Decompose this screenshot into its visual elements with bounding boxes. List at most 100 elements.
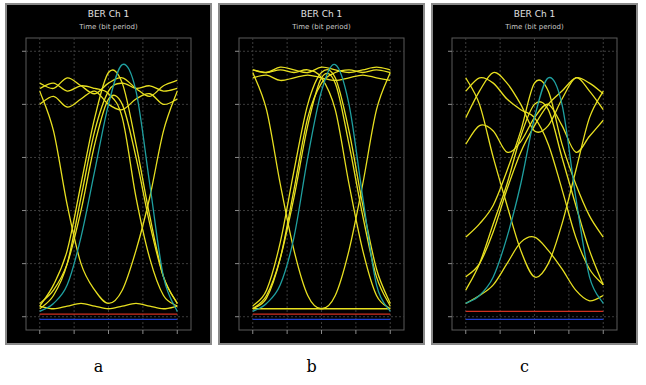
trace <box>466 78 604 285</box>
tick-y <box>22 157 26 158</box>
trace <box>40 313 178 314</box>
trace <box>466 102 604 290</box>
panel-title: BER Ch 1 <box>514 9 556 19</box>
tick-y <box>448 316 452 317</box>
trace <box>466 80 604 237</box>
grid-line-y <box>452 51 617 52</box>
panel-frame <box>432 4 637 344</box>
tick-y <box>448 210 452 211</box>
tick-y <box>22 263 26 264</box>
grid-line-y <box>239 157 404 158</box>
plot-frame <box>239 38 404 330</box>
trace <box>40 64 178 311</box>
tick-x <box>74 330 75 334</box>
grid-line-y <box>239 263 404 264</box>
tick-y <box>235 263 239 264</box>
trace <box>466 78 604 278</box>
trace <box>253 73 391 309</box>
tick-x <box>321 330 322 334</box>
panel-label: b <box>306 357 316 376</box>
trace <box>253 313 391 314</box>
grid-line-x <box>39 38 40 330</box>
tick-y <box>235 51 239 52</box>
tick-x <box>465 330 466 334</box>
grid-line-x <box>177 38 178 330</box>
panel-frame <box>6 4 211 344</box>
traces <box>253 64 391 319</box>
grid-line-x <box>390 38 391 330</box>
trace <box>466 77 604 303</box>
trace <box>40 319 178 320</box>
grid-line-y <box>26 316 191 317</box>
trace <box>466 319 604 320</box>
trace <box>253 70 391 306</box>
tick-x <box>534 330 535 334</box>
x-axis-title: Time (bit period) <box>504 23 564 31</box>
trace <box>253 73 391 308</box>
tick-y <box>22 316 26 317</box>
tick-x <box>39 330 40 334</box>
trace <box>40 303 178 308</box>
panel-title: BER Ch 1 <box>88 9 130 19</box>
tick-y <box>235 210 239 211</box>
trace <box>253 319 391 320</box>
trace <box>253 70 391 309</box>
tick-x <box>603 330 604 334</box>
panel-frame <box>219 4 424 344</box>
trace <box>466 311 604 312</box>
trace <box>253 64 391 311</box>
panel: BER Ch 1 Time (bit period) <box>6 4 211 344</box>
grid-line-x <box>287 38 288 330</box>
tick-y <box>22 104 26 105</box>
trace <box>253 308 391 309</box>
trace <box>253 70 391 309</box>
panel: BER Ch 1 Time (bit period) <box>219 4 424 344</box>
tick-y <box>448 51 452 52</box>
trace <box>40 83 178 309</box>
tick-x <box>500 330 501 334</box>
trace <box>466 78 604 277</box>
plot-frame <box>452 38 617 330</box>
trace <box>466 104 604 152</box>
grid-line-y <box>452 316 617 317</box>
tick-y <box>22 51 26 52</box>
trace <box>40 83 178 306</box>
tick-y <box>235 104 239 105</box>
tick-x <box>177 330 178 334</box>
tick-x <box>142 330 143 334</box>
grid-line-y <box>26 157 191 158</box>
grid-line-x <box>74 38 75 330</box>
grid-line-y <box>239 51 404 52</box>
panel-title: BER Ch 1 <box>301 9 343 19</box>
trace <box>466 72 604 132</box>
tick-x <box>252 330 253 334</box>
grid-line-y <box>239 316 404 317</box>
panel-label: c <box>520 357 529 376</box>
panel: BER Ch 1 Time (bit period) <box>432 4 637 344</box>
tick-y <box>448 157 452 158</box>
grid-line-y <box>452 157 617 158</box>
grid-line-y <box>452 263 617 264</box>
grid-line-y <box>26 263 191 264</box>
figure: BER Ch 1 Time (bit period) a BER Ch 1 Time (… <box>0 0 646 385</box>
grid-line-x <box>252 38 253 330</box>
tick-y <box>235 316 239 317</box>
grid-line-y <box>26 210 191 211</box>
tick-x <box>287 330 288 334</box>
plot-frame <box>26 38 191 330</box>
tick-y <box>448 104 452 105</box>
trace <box>466 237 604 304</box>
x-axis-title: Time (bit period) <box>291 23 351 31</box>
tick-x <box>568 330 569 334</box>
grid-line-y <box>239 104 404 105</box>
grid-line-y <box>239 210 404 211</box>
grid-line-y <box>452 210 617 211</box>
grid-line-x <box>465 38 466 330</box>
traces <box>40 64 178 319</box>
tick-x <box>390 330 391 334</box>
tick-x <box>108 330 109 334</box>
grid-line-y <box>26 51 191 52</box>
panel-label: a <box>94 357 104 376</box>
x-axis-title: Time (bit period) <box>78 23 138 31</box>
tick-x <box>355 330 356 334</box>
